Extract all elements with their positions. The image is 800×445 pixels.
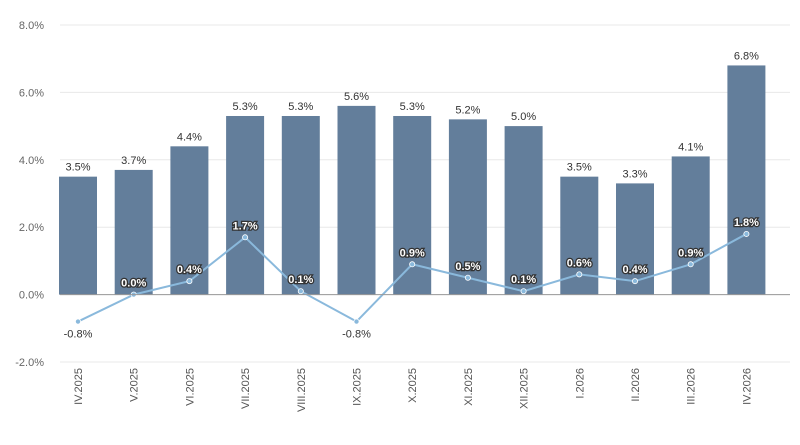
bar-data-label: 6.8% bbox=[734, 50, 759, 62]
line-point bbox=[297, 288, 304, 295]
y-tick-label: 6.0% bbox=[19, 87, 44, 99]
bar-data-label: 4.4% bbox=[177, 131, 202, 143]
line-point bbox=[409, 261, 416, 268]
x-tick-label: V.2025 bbox=[129, 368, 141, 402]
bar bbox=[616, 183, 654, 295]
x-tick-label: IV.2025 bbox=[73, 368, 85, 405]
line-point bbox=[632, 278, 639, 285]
line-point bbox=[353, 318, 360, 325]
bar-data-label: 3.5% bbox=[65, 162, 90, 174]
x-tick-label: III.2026 bbox=[686, 368, 698, 405]
line-data-label: 0.1% bbox=[288, 274, 313, 286]
x-tick-label: X.2025 bbox=[407, 368, 419, 403]
x-tick-label: I.2026 bbox=[574, 368, 586, 399]
bar-data-label: 4.1% bbox=[678, 141, 703, 153]
bar-data-label: 5.3% bbox=[400, 101, 425, 113]
line-data-label: 1.7% bbox=[233, 220, 258, 232]
bar bbox=[671, 156, 710, 295]
bar bbox=[727, 65, 766, 295]
x-tick-label: II.2026 bbox=[630, 368, 642, 402]
line-data-label: 0.5% bbox=[455, 261, 480, 273]
line-data-label: 0.9% bbox=[400, 247, 425, 259]
x-axis: IV.2025 V.2025 VI.2025 VII.2025 VIII.2025 IX.… bbox=[60, 294, 790, 412]
line-point bbox=[743, 230, 750, 237]
y-tick-label: 8.0% bbox=[19, 20, 44, 32]
y-tick-label: 4.0% bbox=[19, 155, 44, 167]
line-point bbox=[242, 234, 249, 241]
bar-data-label: 5.3% bbox=[288, 101, 313, 113]
bar-series: 3.5% 3.7% 4.4% 5.3% 5.3% 5.6% 5.3% 5.2% 5.0% 3.5%… bbox=[59, 50, 766, 295]
x-tick-label: VII.2025 bbox=[240, 368, 252, 409]
bar-data-label: 5.3% bbox=[233, 101, 258, 113]
line-data-label: -0.8% bbox=[64, 329, 93, 341]
bar-data-label: 5.2% bbox=[455, 104, 480, 116]
line-data-label: 0.0% bbox=[121, 278, 146, 290]
bar-data-label: 3.5% bbox=[567, 162, 592, 174]
line-data-label: -0.8% bbox=[342, 329, 371, 341]
line-point bbox=[75, 318, 82, 325]
x-tick-label: XI.2025 bbox=[463, 368, 475, 406]
line-point bbox=[520, 288, 527, 295]
line-point bbox=[576, 271, 583, 278]
bar bbox=[114, 169, 153, 295]
y-tick-label: 2.0% bbox=[19, 222, 44, 234]
bar bbox=[448, 119, 487, 295]
bar-data-label: 5.6% bbox=[344, 91, 369, 103]
x-tick-label: VI.2025 bbox=[184, 368, 196, 406]
bar-data-label: 5.0% bbox=[511, 111, 536, 123]
line-data-label: 0.1% bbox=[511, 274, 536, 286]
line-point bbox=[186, 278, 193, 285]
x-tick-label: VIII.2025 bbox=[296, 368, 308, 412]
line-data-label: 0.4% bbox=[622, 264, 647, 276]
y-axis: 8.0% 6.0% 4.0% 2.0% 0.0% -2.0% bbox=[15, 20, 44, 369]
y-tick-label: -2.0% bbox=[15, 357, 44, 369]
x-tick-label: XII.2025 bbox=[519, 368, 531, 409]
bar bbox=[337, 105, 376, 295]
y-tick-label: 0.0% bbox=[19, 290, 44, 302]
bar bbox=[226, 115, 265, 295]
bar bbox=[504, 126, 543, 295]
x-tick-label: IX.2025 bbox=[352, 368, 364, 406]
bar-data-label: 3.3% bbox=[622, 168, 647, 180]
bar bbox=[59, 176, 97, 295]
x-tick-label: IV.2026 bbox=[741, 368, 753, 405]
bar bbox=[281, 115, 320, 295]
line-data-label: 0.6% bbox=[567, 257, 592, 269]
line-series: -0.8% 0.0% 0.4% 1.7% 0.1% -0.8% 0.9% 0.5% 0.1% 0.… bbox=[64, 216, 761, 341]
line-data-label: 0.9% bbox=[678, 247, 703, 259]
line-data-label: 1.8% bbox=[734, 217, 759, 229]
line-point bbox=[464, 274, 471, 281]
line-data-label: 0.4% bbox=[177, 264, 202, 276]
bar-data-label: 3.7% bbox=[121, 155, 146, 167]
line-point bbox=[687, 261, 694, 268]
